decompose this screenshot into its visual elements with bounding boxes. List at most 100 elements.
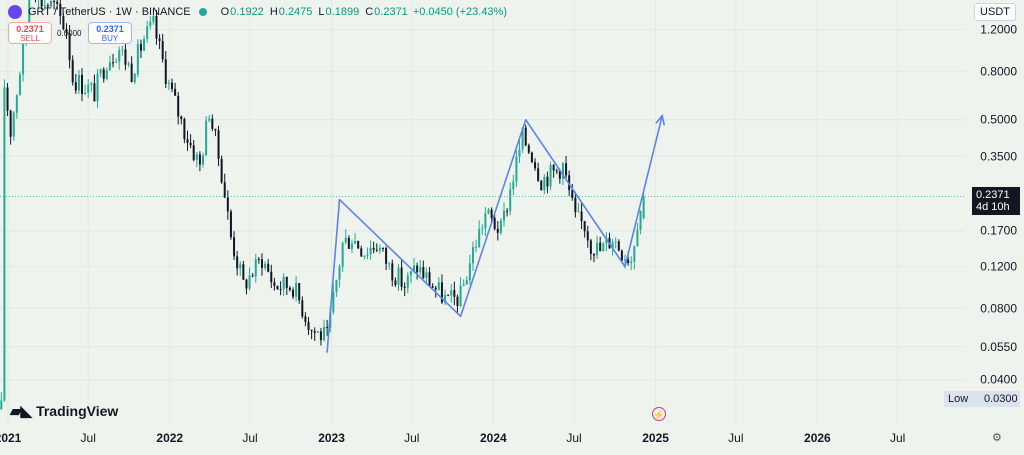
- x-tick-label: 2026: [804, 431, 831, 445]
- candle-body: [534, 162, 537, 169]
- candle-body: [270, 271, 273, 283]
- candle-body: [344, 237, 347, 243]
- candle-body: [127, 63, 130, 65]
- candle-body: [537, 168, 540, 181]
- ohlc-close-value: 0.2371: [374, 6, 408, 18]
- candle-body: [9, 110, 12, 137]
- candle-body: [251, 275, 254, 277]
- candle-body: [357, 240, 360, 249]
- sell-button[interactable]: 0.2371 SELL: [8, 22, 52, 44]
- candle-body: [257, 258, 260, 260]
- candle-body: [53, 0, 56, 2]
- candle-body: [543, 176, 546, 191]
- candle-body: [381, 247, 384, 249]
- candle-body: [409, 271, 412, 276]
- candle-body: [434, 287, 437, 290]
- sell-price: 0.2371: [16, 24, 44, 34]
- candle-body: [62, 16, 65, 29]
- last-price-tag: 0.2371 4d 10h: [972, 186, 1020, 215]
- candle-body: [226, 197, 229, 212]
- candle-body: [350, 243, 353, 249]
- candle-body: [217, 130, 220, 159]
- candle-body: [642, 196, 645, 219]
- candles-group: [0, 0, 645, 410]
- x-tick-label: 2021: [0, 431, 22, 445]
- candle-body: [437, 282, 440, 290]
- candle-body: [453, 290, 456, 297]
- candle-body: [385, 247, 388, 264]
- y-tick-label: 0.3500: [980, 149, 1017, 163]
- candle-body: [77, 74, 80, 91]
- candle-body: [28, 0, 31, 32]
- candle-body: [248, 275, 251, 289]
- candle-body: [335, 279, 338, 292]
- candle-body: [580, 211, 583, 222]
- candle-body: [425, 272, 428, 278]
- candle-body: [186, 139, 189, 143]
- y-tick-label: 0.0400: [980, 373, 1017, 387]
- candle-body: [586, 231, 589, 241]
- last-price-value: 0.2371: [976, 188, 1010, 201]
- low-label: Low: [948, 393, 969, 405]
- candle-body: [397, 267, 400, 286]
- candle-body: [416, 265, 419, 273]
- candle-body: [502, 210, 506, 221]
- candle-body: [288, 287, 291, 291]
- lightning-icon[interactable]: ⚡: [652, 407, 666, 421]
- candle-body: [493, 217, 496, 229]
- candle-body: [220, 158, 223, 183]
- candle-body: [515, 156, 518, 182]
- candle-body: [96, 73, 99, 102]
- candle-body: [143, 39, 146, 51]
- candle-body: [170, 82, 173, 89]
- x-tick-label: Jul: [242, 431, 257, 445]
- ohlc-high-label: H: [269, 6, 278, 18]
- symbol-title[interactable]: GRT / TetherUS · 1W · BINANCE: [28, 6, 191, 18]
- candle-body: [164, 59, 167, 84]
- candle-body: [630, 261, 633, 264]
- candle-body: [456, 296, 459, 306]
- candle-body: [74, 82, 77, 91]
- candle-body: [326, 326, 329, 328]
- candle-body: [565, 163, 568, 176]
- tradingview-logo[interactable]: ▰◣ TradingView: [10, 402, 118, 420]
- candle-body: [341, 242, 344, 267]
- candle-body: [319, 331, 322, 341]
- low-price-tag: Low 0.0300: [944, 391, 1020, 407]
- candle-body: [298, 283, 301, 301]
- candle-body: [183, 118, 186, 140]
- candle-body: [592, 253, 595, 256]
- candle-body: [378, 247, 381, 251]
- candle-body: [447, 294, 450, 296]
- y-tick-label: 0.0550: [980, 340, 1017, 354]
- candle-body: [295, 283, 298, 297]
- candle-body: [146, 26, 149, 40]
- candle-body: [316, 331, 319, 333]
- candle-body: [484, 213, 487, 229]
- candle-body: [301, 300, 304, 317]
- candle-body: [589, 240, 592, 254]
- candle-body: [602, 243, 605, 252]
- candle-body: [431, 286, 434, 288]
- buy-button[interactable]: 0.2371 BUY: [88, 22, 132, 44]
- settings-gear-icon[interactable]: ⚙: [992, 432, 1002, 444]
- candle-body: [56, 1, 59, 4]
- candle-body: [468, 263, 471, 281]
- candle-body: [264, 263, 267, 268]
- trend-drawing-path: [326, 115, 663, 353]
- tradingview-wordmark: TradingView: [36, 403, 119, 419]
- currency-selector[interactable]: USDT: [974, 3, 1016, 21]
- candle-body: [211, 118, 214, 129]
- candle-body: [509, 189, 512, 211]
- candle-body: [99, 69, 102, 74]
- y-tick-label: 0.1700: [980, 224, 1017, 238]
- candle-body: [413, 265, 416, 272]
- candle-body: [59, 3, 62, 17]
- candle-body: [161, 41, 164, 60]
- candle-body: [490, 209, 493, 218]
- x-tick-label: 2023: [318, 431, 345, 445]
- candle-body: [375, 249, 378, 251]
- candle-body: [310, 329, 313, 332]
